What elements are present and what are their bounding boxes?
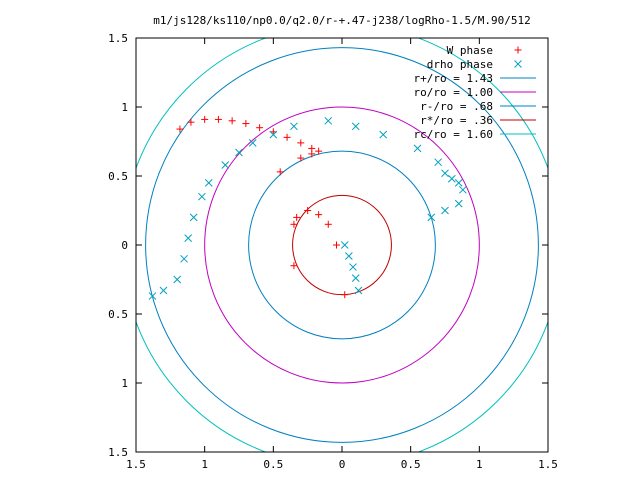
series-1-point-28 [351,274,360,282]
legend-label-4: r-/ro = .68 [420,100,493,113]
series-1-point-0 [148,292,157,300]
series-0-point-1 [187,118,195,126]
y-tick-label-0: 1.5 [108,32,128,45]
series-0-point-11 [315,147,323,155]
circle-1 [204,106,480,384]
series-1-point-22 [454,199,463,208]
series-1-point-4 [184,234,193,242]
series-1-point-26 [345,252,353,260]
series-1-point-6 [198,192,206,201]
legend-marker-1 [514,60,522,68]
series-1-point-19 [448,174,456,183]
series-1-point-23 [441,206,449,215]
series-0-point-17 [304,207,312,214]
x-tick-label-4: 0.5 [401,458,421,471]
series-1-point-9 [235,148,243,157]
series-1-point-18 [441,169,449,178]
legend-label-1: drho phase [427,58,493,71]
series-1-point-29 [354,286,363,295]
y-tick-label-5: 1 [121,377,128,390]
series-0-point-19 [324,220,332,228]
series-0-point-21 [290,262,298,270]
series-0-point-3 [214,115,222,123]
series-0-point-22 [341,291,349,299]
series-0-point-13 [297,154,305,162]
series-1-point-21 [458,185,467,194]
legend-marker-0 [514,46,522,54]
chart-title: m1/js128/ks110/np0.0/q2.0/r-+.47-j238/lo… [153,14,531,27]
legend-label-5: r*/ro = .36 [420,114,493,127]
series-0-point-5 [242,120,250,128]
series-0-point-12 [276,168,284,176]
series-1-point-16 [413,144,422,153]
y-tick-label-1: 1 [121,101,128,114]
x-tick-label-5: 1 [476,458,483,471]
series-0-point-20 [333,241,341,249]
series-1-point-11 [269,130,278,139]
series-0-point-14 [308,150,316,158]
series-1-point-3 [180,254,188,263]
series-1-point-14 [351,122,360,131]
x-tick-label-1: 1 [201,458,208,471]
circle-0 [145,47,539,443]
series-0-point-16 [293,213,301,221]
series-0-point-4 [228,117,236,125]
series-1-point-5 [189,213,198,222]
x-tick-label-0: 1.5 [126,458,146,471]
series-1-point-24 [427,213,436,222]
y-tick-label-4: 0.5 [108,308,128,321]
legend-label-3: ro/ro = 1.00 [414,86,493,99]
circle-2 [248,150,436,340]
series-0-point-2 [201,115,209,123]
phase-points [148,115,467,300]
series-1-point-12 [290,122,298,131]
series-1-point-1 [159,286,168,295]
x-tick-label-3: 0 [339,458,346,471]
y-tick-label-6: 1.5 [108,446,128,459]
legend-label-0: W phase [447,44,493,57]
series-1-point-8 [221,161,230,169]
series-0-point-8 [283,133,291,141]
series-0-point-0 [176,125,184,133]
series-1-point-2 [173,275,182,284]
series-1-point-7 [204,179,213,187]
series-0-point-15 [290,220,298,228]
series-1-point-17 [434,158,442,167]
y-tick-label-3: 0 [121,239,128,252]
y-tick-label-2: 0.5 [108,170,128,183]
series-1-point-13 [324,116,333,125]
x-tick-label-2: 0.5 [263,458,283,471]
x-tick-label-6: 1.5 [538,458,558,471]
series-0-point-9 [297,139,305,147]
legend-label-2: r+/ro = 1.43 [414,72,493,85]
series-1-point-25 [340,241,349,249]
axis-ticks: 1.5 1 0.5 0 0.5 1 1.51.510.500.511.5 [108,32,558,471]
series-1-point-10 [248,139,257,147]
series-0-point-18 [315,211,323,219]
series-1-point-20 [454,179,463,187]
series-0-point-6 [256,124,264,132]
legend-label-6: rc/ro = 1.60 [414,128,493,141]
reference-circles [136,38,548,452]
series-1-point-27 [349,263,357,271]
circle-4 [136,38,548,452]
series-1-point-15 [379,130,388,139]
